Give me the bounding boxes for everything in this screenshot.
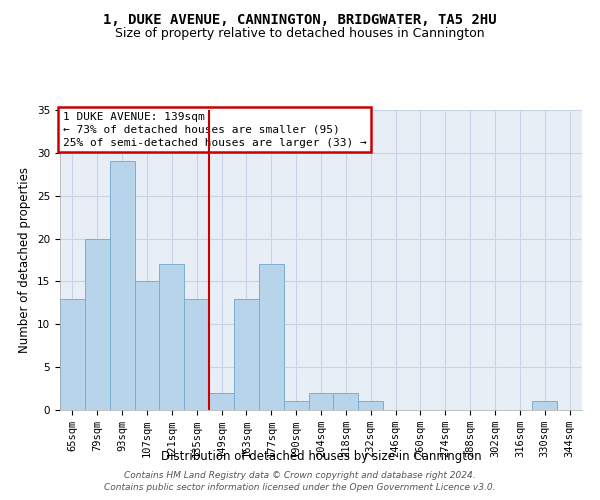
Bar [209, 393, 234, 410]
Bar [60, 298, 85, 410]
Bar [334, 393, 358, 410]
Bar [184, 298, 209, 410]
Bar [110, 162, 134, 410]
Bar [358, 402, 383, 410]
Text: 1, DUKE AVENUE, CANNINGTON, BRIDGWATER, TA5 2HU: 1, DUKE AVENUE, CANNINGTON, BRIDGWATER, … [103, 12, 497, 26]
Text: Distribution of detached houses by size in Cannington: Distribution of detached houses by size … [161, 450, 481, 463]
Bar [234, 298, 259, 410]
Bar [259, 264, 284, 410]
Text: Contains HM Land Registry data © Crown copyright and database right 2024.
Contai: Contains HM Land Registry data © Crown c… [104, 471, 496, 492]
Text: Size of property relative to detached houses in Cannington: Size of property relative to detached ho… [115, 28, 485, 40]
Text: 1 DUKE AVENUE: 139sqm
← 73% of detached houses are smaller (95)
25% of semi-deta: 1 DUKE AVENUE: 139sqm ← 73% of detached … [62, 112, 367, 148]
Bar [160, 264, 184, 410]
Bar [85, 238, 110, 410]
Bar [532, 402, 557, 410]
Bar [308, 393, 334, 410]
Bar [134, 282, 160, 410]
Y-axis label: Number of detached properties: Number of detached properties [19, 167, 31, 353]
Bar [284, 402, 308, 410]
